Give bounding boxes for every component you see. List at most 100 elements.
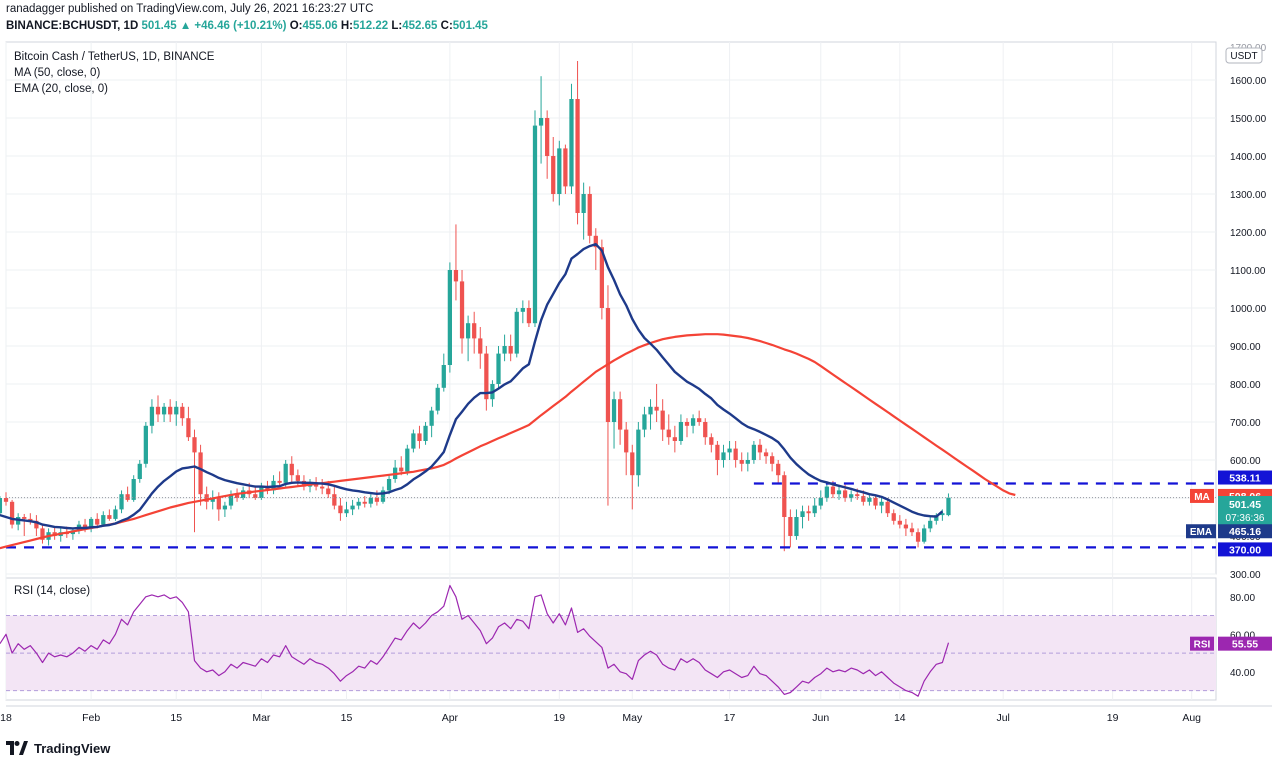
candle-body (745, 460, 750, 464)
candle-body (210, 498, 215, 502)
candle-body (617, 399, 623, 430)
open-label: O: (289, 20, 303, 32)
chart-header: ranadagger published on TradingView.com,… (0, 0, 1280, 40)
legend-title: Bitcoin Cash / TetherUS, 1D, BINANCE (14, 51, 215, 63)
y-tick-label: 1100.00 (1230, 266, 1266, 277)
candle-body (630, 452, 635, 476)
candle-body (782, 475, 787, 517)
candle-body (344, 509, 349, 514)
candle-body (399, 467, 404, 472)
candle-body (648, 406, 653, 415)
candle-body (338, 505, 343, 514)
rsi-tick-label: 80.00 (1230, 593, 1255, 604)
y-tick-label: 1400.00 (1230, 152, 1267, 163)
candle-body (417, 433, 422, 441)
candle-body (587, 194, 592, 236)
candle-body (830, 486, 836, 495)
y-tick-label: 1300.00 (1230, 190, 1267, 201)
candles (0, 61, 951, 552)
current-price-bg (1218, 496, 1272, 526)
ema-tag-bg (1186, 524, 1216, 539)
y-tick-label: 1000.00 (1230, 304, 1267, 315)
candle-body (374, 498, 380, 502)
ma-tag-bg (1190, 488, 1214, 503)
symbol-ohlc-line: BINANCE:BCHUSDT, 1D 501.45 ▲ +46.46 (+10… (6, 20, 488, 32)
footer: TradingView (6, 738, 110, 758)
x-tick-label: 18 (0, 712, 12, 724)
candle-body (654, 406, 659, 411)
y-tick-label: 700.00 (1230, 418, 1261, 429)
candle-body (526, 308, 532, 324)
candle-body (113, 509, 118, 519)
candle-body (125, 494, 130, 500)
candle-body (697, 418, 702, 422)
candle-body (763, 452, 769, 457)
resistance-price-label-bg (1218, 470, 1272, 485)
candle-body (879, 501, 884, 506)
grid (5, 41, 1272, 707)
candle-body (915, 532, 921, 542)
x-tick-label: Feb (82, 712, 100, 724)
candle-body (368, 498, 373, 504)
candle-body (532, 125, 538, 324)
candle-body (508, 346, 513, 354)
candle-body (545, 118, 550, 156)
candle-body (909, 528, 915, 533)
candle-body (514, 311, 519, 354)
candle-body (180, 406, 185, 419)
candle-body (891, 513, 896, 521)
candle-body (88, 518, 94, 529)
candle-body (386, 479, 392, 491)
candle-body (806, 511, 811, 514)
candle-body (0, 498, 3, 514)
candle-body (380, 490, 386, 502)
candle-body (34, 520, 39, 529)
candle-body (119, 494, 124, 510)
candle-body (204, 494, 209, 502)
candle-body (520, 308, 525, 312)
candle-body (174, 406, 179, 415)
close-value: 501.45 (452, 20, 488, 32)
candle-body (897, 520, 902, 525)
candle-body (739, 460, 744, 464)
candle-body (800, 511, 805, 517)
candle-body (3, 498, 9, 502)
candle-body (794, 517, 799, 536)
candle-body (818, 498, 823, 506)
ema-20-line (0, 242, 944, 530)
x-tick-label: 14 (894, 712, 906, 724)
axes: 300.00400.00500.00600.00700.00800.00900.… (0, 43, 1266, 724)
currency-badge-text: USDT (1230, 51, 1257, 62)
candle-body (216, 498, 221, 510)
legend-ma: MA (50, close, 0) (14, 67, 100, 79)
candle-body (599, 247, 605, 308)
candle-body (149, 406, 155, 426)
candle-body (776, 463, 781, 476)
candle-body (727, 448, 732, 453)
candle-body (824, 486, 829, 498)
candle-body (423, 425, 428, 441)
rsi-tag: RSI (1194, 640, 1211, 651)
candle-body (168, 406, 173, 415)
candle-body (253, 494, 258, 498)
candle-body (928, 520, 933, 529)
low-label: L: (391, 20, 403, 32)
candle-body (788, 517, 793, 536)
rsi-value-bg (1218, 636, 1272, 651)
resistance-price-label: 538.11 (1229, 473, 1261, 485)
symbol-label: BINANCE:BCHUSDT, 1D (6, 20, 139, 32)
candle-body (842, 490, 848, 498)
candle-body (459, 281, 465, 339)
candle-body (362, 501, 367, 504)
y-tick-label: 600.00 (1230, 456, 1261, 467)
candle-body (551, 156, 556, 194)
change-value: 501.45 ▲ +46.46 (+10.21%) (141, 20, 287, 32)
candle-body (836, 490, 842, 495)
x-tick-label: May (622, 712, 643, 724)
legend: Bitcoin Cash / TetherUS, 1D, BINANCE MA … (14, 51, 215, 597)
rsi-legend: RSI (14, close) (14, 585, 90, 597)
x-tick-label: 15 (341, 712, 353, 724)
candle-body (326, 488, 331, 495)
candle-body (885, 501, 890, 514)
